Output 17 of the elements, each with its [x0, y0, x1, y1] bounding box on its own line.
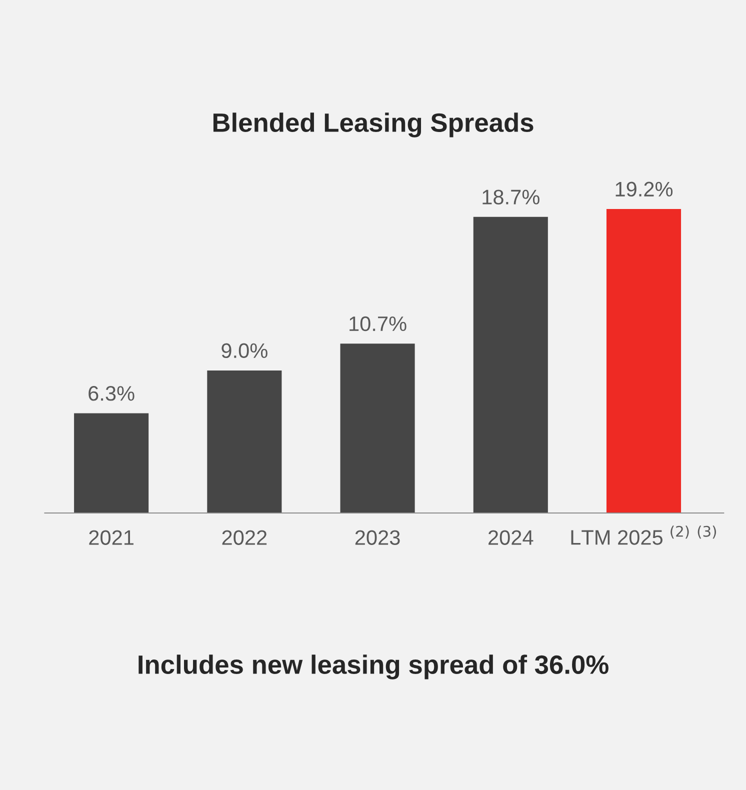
data-label: 6.3%	[88, 386, 134, 401]
x-tick-label: 2023	[355, 530, 400, 545]
x-tick-label: 2024	[488, 530, 534, 545]
x-tick-label: 2022	[222, 530, 267, 545]
text: Includes new leasing spread of 36.0%	[138, 654, 608, 680]
chart-title: Blended Leasing Spreads	[213, 112, 534, 138]
bar	[473, 216, 548, 513]
bar	[207, 370, 282, 513]
bar	[74, 413, 149, 513]
data-label: 19.2%	[616, 182, 673, 197]
data-label: 9.0%	[222, 343, 268, 358]
x-tick-label: 2021	[89, 530, 134, 545]
data-label: 10.7%	[350, 316, 406, 332]
data-label: 18.7%	[482, 190, 540, 204]
x-tick-label: LTM 2025 $^{(2) (3)}$	[571, 526, 716, 545]
bar	[606, 209, 682, 513]
bar	[340, 344, 415, 513]
